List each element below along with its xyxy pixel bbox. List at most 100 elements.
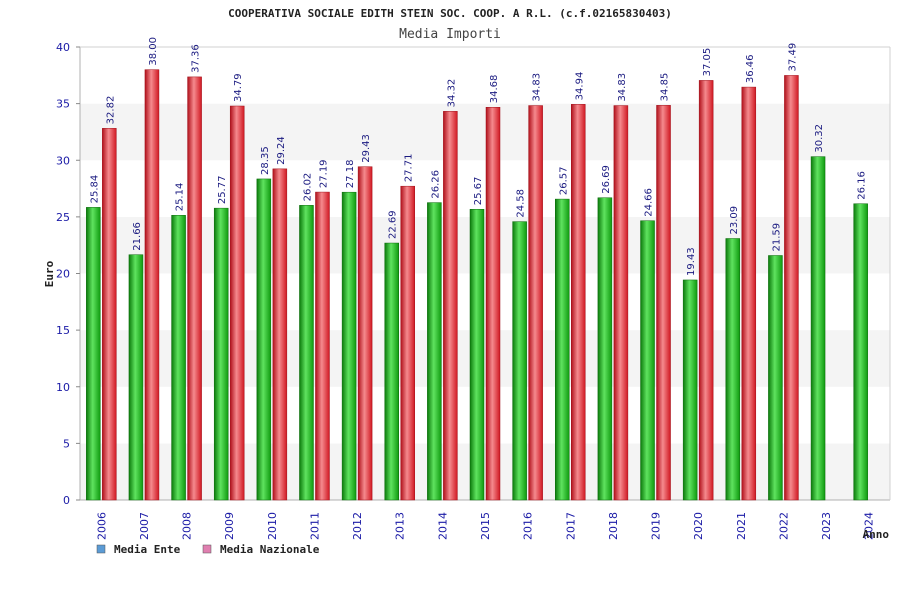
- bar-media-nazionale: [144, 69, 160, 501]
- legend-swatch: [96, 544, 106, 554]
- bar-media-ente: [384, 242, 399, 501]
- bar-media-ente: [768, 255, 783, 501]
- value-label-media-ente: 25.67: [473, 177, 484, 206]
- bar-media-nazionale: [741, 86, 757, 501]
- bar-media-nazionale: [315, 191, 330, 501]
- bar-media-ente: [256, 178, 272, 501]
- value-label-media-nazionale: 34.32: [446, 79, 457, 108]
- x-axis-label: Anno: [863, 528, 890, 541]
- value-label-media-nazionale: 29.43: [361, 134, 372, 163]
- x-tick-label: 2022: [777, 512, 790, 540]
- y-axis-label: Euro: [43, 260, 56, 287]
- bar-media-ente: [597, 197, 613, 501]
- x-tick-label: 2009: [223, 512, 236, 540]
- value-label-media-nazionale: 34.85: [660, 73, 671, 102]
- x-tick-label: 2020: [692, 512, 705, 540]
- value-label-media-ente: 21.66: [132, 222, 143, 251]
- y-tick-label: 10: [56, 381, 70, 394]
- value-label-media-ente: 30.32: [814, 124, 825, 153]
- bar-media-ente: [469, 209, 485, 501]
- x-tick-label: 2010: [266, 512, 279, 540]
- legend-label: Media Ente: [114, 543, 181, 556]
- x-axis: 2006 2007 2008 2009 2010 2011 2012 2013 2014 2015…: [95, 512, 875, 540]
- value-label-media-ente: 26.69: [601, 165, 612, 194]
- x-tick-label: 2023: [820, 512, 833, 540]
- value-label-media-ente: 24.58: [516, 189, 527, 218]
- x-tick-label: 2008: [181, 512, 194, 540]
- y-tick-label: 20: [56, 268, 70, 281]
- bar-media-ente: [86, 207, 101, 501]
- x-tick-label: 2024: [863, 512, 876, 540]
- chart-title: COOPERATIVA SOCIALE EDITH STEIN SOC. COO…: [228, 7, 672, 20]
- x-tick-label: 2011: [308, 512, 321, 540]
- legend-label: Media Nazionale: [220, 543, 320, 556]
- value-label-media-nazionale: 34.83: [617, 73, 628, 102]
- x-tick-label: 2017: [564, 512, 577, 540]
- bar-media-nazionale: [400, 185, 415, 501]
- bar-media-ente: [427, 202, 442, 501]
- x-tick-label: 2016: [522, 512, 535, 540]
- y-tick-label: 0: [63, 494, 70, 507]
- bar-media-ente: [725, 238, 741, 501]
- value-label-media-nazionale: 34.79: [233, 73, 244, 102]
- value-label-media-ente: 25.77: [217, 176, 228, 205]
- value-label-media-nazionale: 34.83: [532, 73, 543, 102]
- value-label-media-nazionale: 29.24: [276, 136, 287, 165]
- value-label-media-nazionale: 37.49: [787, 43, 798, 72]
- bar-media-nazionale: [102, 128, 117, 501]
- value-label-media-nazionale: 34.68: [489, 75, 500, 104]
- x-tick-label: 2014: [436, 512, 449, 540]
- bar-media-ente: [213, 207, 229, 501]
- legend: Media Ente Media Nazionale: [96, 543, 320, 556]
- x-tick-label: 2006: [95, 512, 108, 540]
- bar-media-nazionale: [229, 105, 245, 501]
- x-tick-label: 2013: [394, 512, 407, 540]
- value-label-media-nazionale: 37.05: [702, 48, 713, 77]
- value-label-media-ente: 21.59: [771, 223, 782, 252]
- bar-media-ente: [171, 215, 186, 501]
- value-label-media-ente: 25.84: [89, 175, 100, 204]
- value-label-media-nazionale: 34.94: [574, 72, 585, 101]
- value-label-media-ente: 19.43: [686, 247, 697, 276]
- value-label-media-ente: 26.57: [558, 166, 569, 195]
- value-label-media-nazionale: 36.46: [745, 54, 756, 83]
- value-label-media-ente: 23.09: [729, 206, 740, 235]
- x-tick-label: 2007: [138, 512, 151, 540]
- bars: 25.84 32.82 21.66 38.00 25.14 37.36 25.77 34.79…: [86, 37, 868, 501]
- value-label-media-ente: 28.35: [260, 146, 271, 175]
- bar-media-nazionale: [272, 168, 288, 501]
- bar-media-nazionale: [528, 105, 543, 501]
- bar-media-nazionale: [698, 80, 714, 501]
- value-label-media-ente: 27.18: [345, 160, 356, 189]
- bar-media-nazionale: [571, 104, 586, 501]
- value-label-media-nazionale: 27.19: [318, 159, 329, 188]
- bar-media-ente: [640, 220, 655, 501]
- y-tick-label: 30: [56, 154, 70, 167]
- bar-media-nazionale: [357, 166, 373, 501]
- value-label-media-ente: 26.02: [302, 173, 313, 202]
- x-tick-label: 2018: [607, 512, 620, 540]
- value-label-media-nazionale: 32.82: [105, 96, 116, 125]
- bar-media-ente: [512, 221, 527, 501]
- bar-media-ente: [128, 254, 144, 501]
- y-axis: 0 5 10 15 20 25 30 35 40: [56, 41, 891, 507]
- value-label-media-nazionale: 38.00: [148, 37, 159, 66]
- legend-swatch: [202, 544, 212, 554]
- bar-media-nazionale: [784, 75, 799, 501]
- value-label-media-ente: 26.26: [430, 170, 441, 199]
- x-tick-label: 2012: [351, 512, 364, 540]
- x-tick-label: 2015: [479, 512, 492, 540]
- y-tick-label: 15: [56, 324, 70, 337]
- value-label-media-ente: 24.66: [644, 188, 655, 217]
- bar-media-ente: [853, 203, 868, 501]
- bar-media-nazionale: [187, 76, 202, 501]
- x-tick-label: 2021: [735, 512, 748, 540]
- bar-media-nazionale: [485, 106, 501, 501]
- bar-media-nazionale: [656, 105, 671, 501]
- bar-media-nazionale: [443, 111, 458, 501]
- y-tick-label: 40: [56, 41, 70, 54]
- bar-media-ente: [682, 279, 698, 501]
- y-tick-label: 5: [63, 437, 70, 450]
- value-label-media-ente: 26.16: [857, 171, 868, 200]
